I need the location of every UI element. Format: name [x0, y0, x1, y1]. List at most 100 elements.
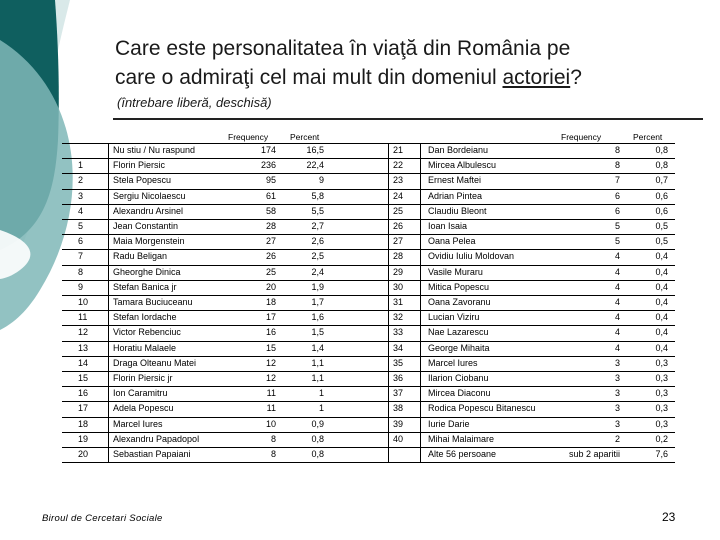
person-name: Marcel Iures — [428, 357, 478, 368]
frequency-value: 20 — [265, 281, 276, 292]
row-number: 10 — [78, 297, 89, 307]
person-name: Tamara Buciuceanu — [113, 297, 193, 307]
row-rule — [62, 355, 397, 357]
frequency-value: 10 — [265, 418, 276, 429]
frequency-value: 4 — [614, 312, 620, 323]
row-rule — [62, 310, 397, 312]
footer-organization: Biroul de Cercetari Sociale — [42, 513, 163, 524]
frequency-value: 4 — [614, 281, 620, 292]
percent-value: 1 — [318, 403, 324, 414]
percent-value: 2,5 — [311, 251, 324, 262]
percent-value: 0,4 — [655, 281, 668, 292]
frequency-value: 236 — [260, 160, 276, 171]
person-name: Florin Piersic jr — [113, 373, 173, 383]
frequency-value: 17 — [265, 312, 276, 323]
person-name: Ovidiu Iuliu Moldovan — [428, 251, 515, 262]
percent-value: 0,4 — [655, 297, 668, 307]
frequency-value: 95 — [265, 175, 276, 186]
row-rule — [62, 158, 397, 160]
right-frequency-header: Frequency — [561, 132, 602, 142]
percent-value: 1,7 — [311, 297, 324, 307]
row-number: 19 — [78, 433, 89, 444]
percent-value: 0,4 — [655, 312, 668, 323]
percent-value: 0,4 — [655, 342, 668, 353]
row-rule — [62, 219, 397, 220]
percent-value: 2,6 — [311, 236, 324, 247]
row-number: 7 — [78, 251, 84, 262]
percent-value: 16,5 — [306, 145, 324, 155]
row-number: 22 — [393, 160, 404, 171]
frequency-value: 11 — [266, 403, 276, 414]
row-rule — [397, 219, 675, 220]
percent-value: 0,5 — [655, 236, 668, 247]
person-name: Mircea Diaconu — [428, 388, 491, 399]
row-number: 26 — [393, 221, 404, 231]
frequency-value: 15 — [265, 342, 276, 353]
frequency-value: 11 — [266, 388, 276, 399]
person-name: Maia Morgenstein — [113, 236, 185, 247]
table-row: 12 Victor Rebenciuc 16 1,5 33 Nae Lazarescu 4 0… — [0, 325, 720, 340]
row-number: 25 — [393, 205, 404, 216]
row-number: 11 — [78, 312, 88, 323]
table-row: 11 Stefan Iordache 17 1,6 32 Lucian Viziru 4 0,… — [0, 310, 720, 325]
row-number: 16 — [78, 388, 89, 399]
person-name: Mircea Albulescu — [428, 160, 497, 171]
row-rule — [397, 234, 675, 236]
frequency-value: 8 — [614, 145, 620, 155]
row-number: 40 — [393, 433, 404, 444]
row-rule — [397, 325, 675, 327]
row-number: 30 — [393, 281, 404, 292]
frequency-value: 4 — [614, 327, 620, 338]
table-row: 2 Stela Popescu 95 9 23 Ernest Maftei 7 0,7 — [0, 173, 720, 188]
row-rule — [397, 462, 675, 464]
row-rule — [62, 264, 397, 266]
percent-value: 0,7 — [655, 175, 668, 186]
row-rule — [62, 188, 397, 190]
percent-value: 0,3 — [655, 418, 668, 429]
frequency-value: 3 — [614, 388, 620, 399]
row-rule — [397, 431, 675, 433]
table-row: 8 Gheorghe Dinica 25 2,4 29 Vasile Muraru 4 0,4 — [0, 265, 720, 280]
row-number: 29 — [393, 266, 404, 277]
person-name: Lucian Viziru — [428, 312, 480, 323]
percent-value: 1,1 — [311, 357, 324, 368]
percent-value: 0,3 — [655, 388, 668, 399]
row-rule — [397, 173, 675, 175]
row-number: 33 — [393, 327, 404, 338]
table-row: 19 Alexandru Papadopol 8 0,8 40 Mihai Malaima… — [0, 432, 720, 447]
frequency-value: 6 — [614, 205, 620, 216]
person-name: Ioan Isaia — [428, 221, 468, 231]
left-percent-header: Percent — [290, 132, 320, 142]
table-row: 5 Jean Constantin 28 2,7 26 Ioan Isaia 5 0,5 — [0, 219, 720, 234]
person-name: Gheorghe Dinica — [113, 266, 181, 277]
percent-value: 0,8 — [655, 160, 668, 171]
column-divider — [108, 143, 109, 463]
person-name: Marcel Iures — [113, 418, 163, 429]
frequency-value: 28 — [265, 221, 276, 231]
row-rule — [62, 431, 397, 433]
row-number: 23 — [393, 175, 404, 186]
row-rule — [397, 203, 675, 205]
person-name: Sebastian Papaiani — [113, 449, 191, 459]
row-rule — [62, 340, 397, 342]
row-rule — [397, 264, 675, 266]
person-name: Stefan Iordache — [113, 312, 177, 323]
frequency-value: 27 — [265, 236, 276, 247]
table-row: 18 Marcel Iures 10 0,9 39 Iurie Darie 3 0,3 — [0, 417, 720, 432]
percent-value: 1,9 — [311, 281, 324, 292]
row-number: 5 — [78, 221, 84, 231]
person-name: Stela Popescu — [113, 175, 172, 186]
title-line-1: Care este personalitatea în viaţă din Ro… — [115, 37, 571, 60]
row-number: 18 — [78, 418, 89, 429]
table-row: 6 Maia Morgenstein 27 2,6 27 Oana Pelea 5 0,5 — [0, 234, 720, 249]
table-row: 10 Tamara Buciuceanu 18 1,7 31 Oana Zavoranu 4… — [0, 295, 720, 310]
person-name: Horatiu Malaele — [113, 342, 177, 353]
row-number: 15 — [78, 373, 89, 383]
row-rule — [397, 355, 675, 357]
frequency-value: 12 — [265, 357, 276, 368]
row-rule — [62, 416, 397, 418]
percent-value: 0,4 — [655, 266, 668, 277]
percent-value: 1 — [318, 388, 324, 399]
row-rule — [62, 234, 397, 236]
row-rule — [62, 295, 397, 296]
